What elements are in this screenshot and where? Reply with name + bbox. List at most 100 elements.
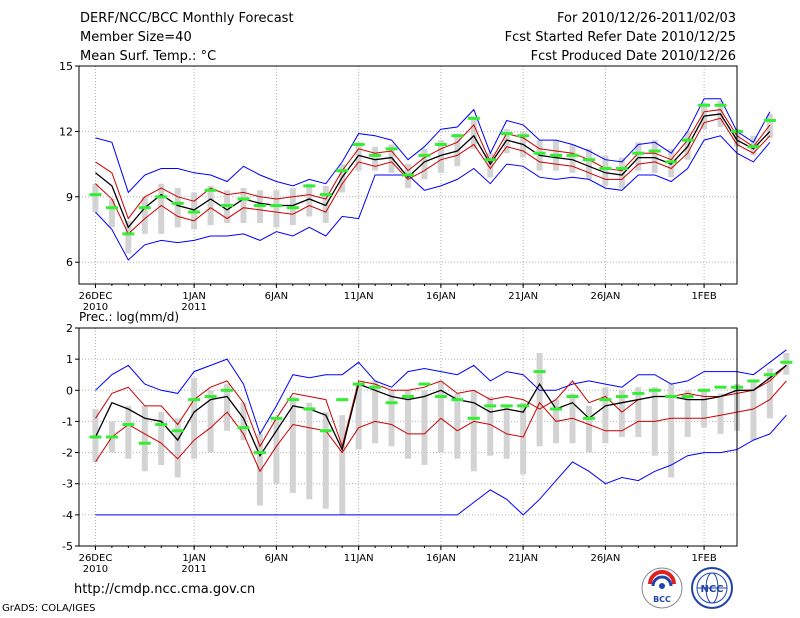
spread-box bbox=[256, 433, 263, 506]
spread-box bbox=[158, 183, 165, 234]
y-tick-label: 1 bbox=[66, 353, 73, 366]
spread-box bbox=[421, 390, 428, 466]
observation-marker bbox=[484, 404, 497, 408]
x-tick-label: 26JAN bbox=[590, 291, 620, 302]
y-tick-label: 9 bbox=[66, 191, 73, 204]
spread-box bbox=[191, 377, 198, 459]
spread-box bbox=[125, 405, 132, 459]
observation-marker bbox=[303, 184, 316, 188]
spread-box bbox=[92, 183, 99, 213]
x-tick-sublabel: 2010 bbox=[83, 564, 108, 575]
y-tick-label: -2 bbox=[62, 447, 73, 460]
observation-marker bbox=[89, 193, 102, 197]
member-size: Member Size=40 bbox=[80, 30, 192, 45]
observation-marker bbox=[402, 173, 414, 177]
observation-marker bbox=[698, 388, 711, 392]
observation-marker bbox=[418, 382, 431, 386]
spread-box bbox=[437, 140, 444, 173]
x-tick-label: 6JAN bbox=[265, 291, 288, 302]
observation-marker bbox=[171, 201, 184, 205]
spread-box bbox=[306, 402, 313, 500]
observation-marker bbox=[352, 142, 365, 146]
observation-marker bbox=[253, 204, 266, 208]
spread-box bbox=[372, 380, 379, 444]
observation-marker bbox=[698, 103, 711, 107]
y-tick-label: 2 bbox=[66, 322, 73, 335]
x-tick-label: 1JAN bbox=[182, 553, 205, 564]
observation-marker bbox=[105, 206, 118, 210]
observation-marker bbox=[204, 395, 217, 399]
spread-box bbox=[174, 188, 181, 228]
y-tick-label: -5 bbox=[62, 540, 73, 553]
ncc-logo-text: NCC bbox=[700, 584, 723, 595]
observation-marker bbox=[763, 373, 776, 377]
spread-box bbox=[684, 390, 691, 437]
observation-marker bbox=[467, 416, 480, 420]
spread-box bbox=[437, 380, 444, 453]
observation-marker bbox=[533, 370, 546, 374]
x-tick-label: 21JAN bbox=[508, 553, 538, 564]
observation-marker bbox=[467, 116, 480, 120]
spread-box bbox=[355, 142, 362, 171]
spread-box bbox=[585, 148, 592, 180]
observation-marker bbox=[747, 379, 760, 383]
observation-marker bbox=[270, 204, 283, 208]
x-tick-sublabel: 2011 bbox=[181, 564, 206, 575]
observation-marker bbox=[270, 416, 283, 420]
observation-marker bbox=[237, 197, 250, 201]
observation-marker bbox=[221, 204, 234, 208]
x-tick-label: 1FEB bbox=[691, 553, 716, 564]
observation-marker bbox=[122, 423, 135, 427]
series-line-lower bbox=[95, 380, 787, 473]
x-tick-label: 1JAN bbox=[182, 291, 205, 302]
spread-box bbox=[207, 390, 214, 453]
observation-marker bbox=[188, 210, 201, 214]
observation-marker bbox=[500, 132, 513, 136]
observation-marker bbox=[484, 158, 497, 162]
observation-marker bbox=[303, 407, 316, 411]
spread-box bbox=[207, 185, 214, 226]
observation-marker bbox=[155, 195, 168, 199]
x-tick-label: 16JAN bbox=[426, 553, 456, 564]
observation-marker bbox=[138, 441, 151, 445]
spread-box bbox=[240, 402, 247, 441]
variable-label: Mean Surf. Temp.: °C bbox=[80, 49, 217, 64]
series-line-max bbox=[95, 349, 787, 436]
y-tick-label: 0 bbox=[66, 384, 73, 397]
observation-marker bbox=[369, 385, 382, 389]
observation-marker bbox=[204, 188, 217, 192]
forecast-period: For 2010/12/26-2011/02/03 bbox=[557, 11, 736, 26]
observation-marker bbox=[517, 134, 530, 138]
observation-marker bbox=[105, 435, 118, 439]
spread-box bbox=[339, 415, 346, 515]
y-tick-label: -4 bbox=[62, 509, 73, 522]
y-tick-label: 15 bbox=[59, 60, 73, 73]
spread-box bbox=[766, 368, 773, 419]
spread-box bbox=[454, 393, 461, 459]
observation-marker bbox=[714, 385, 727, 389]
observation-marker bbox=[221, 388, 234, 392]
x-tick-label: 11JAN bbox=[344, 291, 374, 302]
x-tick-label: 6JAN bbox=[265, 553, 288, 564]
observation-marker bbox=[566, 153, 579, 157]
observation-marker bbox=[763, 119, 776, 122]
observation-marker bbox=[500, 404, 513, 408]
spread-box bbox=[717, 393, 724, 434]
observation-marker bbox=[582, 416, 595, 420]
observation-marker bbox=[648, 149, 661, 153]
observation-marker bbox=[714, 103, 727, 107]
observation-marker bbox=[336, 398, 349, 402]
observation-marker bbox=[171, 429, 184, 433]
spread-box bbox=[766, 113, 773, 138]
observation-marker bbox=[550, 153, 563, 157]
logos: BCC NCC bbox=[641, 567, 733, 609]
spread-box bbox=[536, 352, 543, 447]
spread-box bbox=[92, 408, 99, 462]
x-tick-sublabel: 2010 bbox=[83, 302, 108, 313]
spread-box bbox=[273, 190, 280, 228]
spread-box bbox=[651, 140, 658, 173]
source-url[interactable]: http://cmdp.ncc.cma.gov.cn bbox=[74, 582, 256, 597]
observation-marker bbox=[352, 382, 365, 386]
